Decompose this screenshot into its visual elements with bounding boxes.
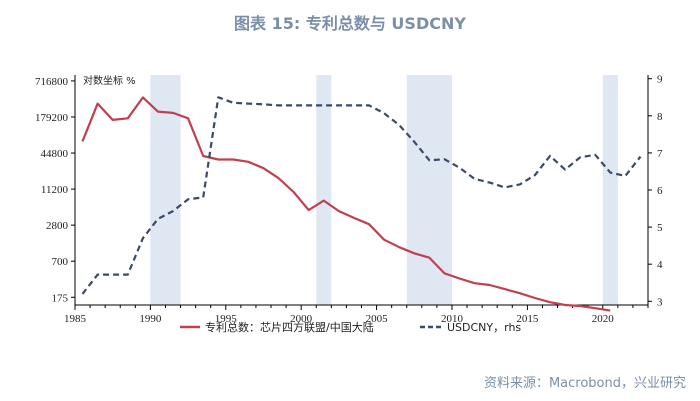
source-note: 资料来源：Macrobond，兴业研究	[483, 376, 686, 391]
left-axis-note: 对数坐标 %	[83, 74, 136, 87]
left-tick-label: 716800	[35, 76, 69, 88]
shaded-period	[602, 75, 618, 305]
patents-line	[81, 96, 611, 312]
left-tick-label: 2800	[46, 220, 69, 232]
legend: 专利总数：芯片四方联盟/中国大陆 USDCNY，rhs	[180, 320, 521, 334]
shaded-period	[406, 75, 452, 305]
x-tick-label: 1995	[215, 313, 238, 325]
left-tick-label: 11200	[41, 184, 69, 196]
series-lines	[81, 96, 642, 312]
x-tick-label: 2000	[290, 313, 313, 325]
x-tick-label: 2010	[441, 313, 464, 325]
shaded-period	[316, 75, 332, 305]
right-tick-label: 7	[657, 148, 663, 160]
legend-label-patents: 专利总数：芯片四方联盟/中国大陆	[205, 320, 374, 334]
x-tick-label: 1990	[139, 313, 162, 325]
chart: 175 700 2800 11200 44800 179200 716800 3 4 5 6 7 8 9 1…	[35, 74, 663, 334]
right-tick-label: 5	[657, 222, 663, 234]
legend-label-usdcny: USDCNY，rhs	[447, 321, 521, 334]
left-tick-label: 44800	[41, 148, 69, 160]
recession-shading	[150, 75, 618, 305]
right-tick-label: 6	[657, 185, 663, 197]
x-tick-label: 2020	[592, 313, 615, 325]
right-tick-label: 4	[657, 259, 663, 271]
right-tick-label: 8	[657, 111, 663, 123]
usdcny-line	[81, 96, 642, 295]
x-tick-label: 2015	[516, 313, 539, 325]
right-tick-label: 9	[657, 74, 663, 86]
right-tick-label: 3	[657, 296, 663, 308]
chart-title: 图表 15: 专利总数与 USDCNY	[234, 14, 466, 33]
axes	[71, 75, 652, 310]
x-tick-label: 2005	[366, 313, 389, 325]
x-tick-label: 1985	[64, 313, 87, 325]
left-tick-label: 700	[52, 256, 69, 268]
left-tick-label: 179200	[35, 112, 69, 124]
left-tick-label: 175	[52, 292, 69, 304]
tick-labels: 175 700 2800 11200 44800 179200 716800 3 4 5 6 7 8 9 1…	[35, 74, 663, 325]
